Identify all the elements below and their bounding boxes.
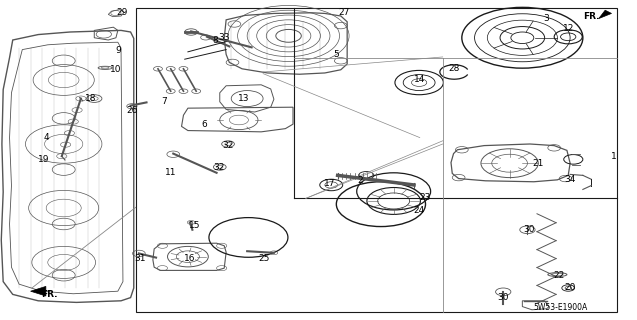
Text: 34: 34	[564, 175, 576, 184]
Text: 26: 26	[127, 106, 138, 115]
Text: 33: 33	[218, 33, 230, 42]
Text: 27: 27	[338, 8, 350, 17]
Text: 12: 12	[562, 24, 574, 33]
Text: 7: 7	[161, 97, 167, 106]
Text: 30: 30	[497, 293, 509, 302]
Text: 20: 20	[564, 284, 576, 292]
Text: 1: 1	[610, 152, 617, 161]
Text: 23: 23	[420, 193, 431, 202]
Text: 17: 17	[324, 180, 336, 188]
Text: 19: 19	[38, 156, 49, 164]
Text: 18: 18	[85, 94, 97, 103]
Text: 5W53-E1900A: 5W53-E1900A	[533, 303, 588, 312]
Text: 28: 28	[448, 64, 460, 73]
Text: 2: 2	[357, 176, 362, 185]
Text: 15: 15	[189, 221, 200, 230]
Text: 10: 10	[110, 65, 122, 74]
Text: 13: 13	[238, 94, 250, 103]
Text: 16: 16	[184, 254, 196, 263]
Text: FR.: FR.	[583, 12, 599, 21]
Text: 9: 9	[115, 46, 121, 55]
Text: 22: 22	[553, 271, 564, 280]
Text: 31: 31	[134, 254, 146, 263]
Text: 14: 14	[413, 75, 425, 84]
Polygon shape	[31, 286, 46, 296]
Text: 29: 29	[117, 8, 128, 17]
Text: 8: 8	[212, 36, 218, 45]
Text: 32: 32	[213, 164, 224, 172]
Text: 11: 11	[165, 168, 176, 177]
Text: 32: 32	[222, 141, 234, 150]
Text: 25: 25	[259, 254, 270, 263]
Text: 21: 21	[533, 159, 544, 168]
Text: FR.: FR.	[41, 290, 57, 299]
Polygon shape	[599, 10, 612, 19]
Text: 5: 5	[333, 50, 339, 59]
Bar	[136, 8, 617, 312]
Text: 3: 3	[543, 14, 550, 23]
Text: 6: 6	[201, 120, 207, 129]
Text: 30: 30	[523, 225, 534, 234]
Text: 4: 4	[44, 133, 49, 142]
Text: 24: 24	[413, 206, 424, 215]
